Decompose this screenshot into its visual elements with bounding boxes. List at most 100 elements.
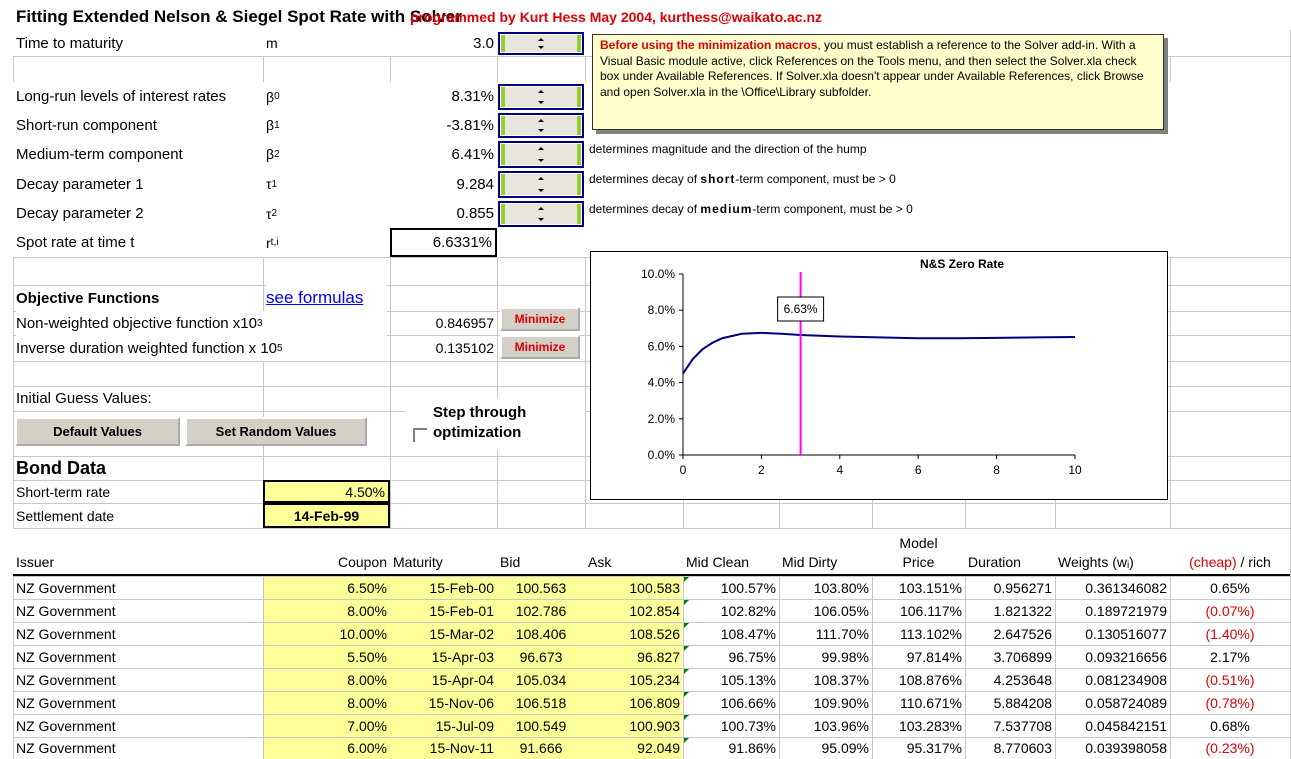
spinner-button (501, 35, 581, 52)
label-sup: 3 (256, 317, 263, 329)
cell: 8.31% (451, 88, 494, 105)
cell: 100.57% (720, 579, 776, 596)
cell: 0.956271 (993, 579, 1052, 596)
cell: NZ Government (16, 625, 116, 642)
cell: (0.78%) (1205, 694, 1255, 711)
x-tick-label: 0 (680, 463, 687, 477)
series-line (682, 331, 1076, 375)
cell-flag (684, 738, 689, 743)
cell: NZ Government (16, 579, 116, 596)
textbox-body: , you must establish a reference to the … (600, 38, 1144, 99)
grid-line (13, 576, 1290, 577)
cell: 15-Nov-06 (428, 694, 494, 711)
cell-flag (684, 646, 689, 651)
cell: Settlement date (16, 507, 115, 524)
grid-line (13, 645, 1290, 646)
spinner[interactable] (498, 201, 584, 227)
symbol-sub: 1 (274, 119, 280, 131)
grid-line (390, 30, 391, 759)
label-sup: 5 (277, 342, 283, 354)
cell: 108.37% (813, 671, 869, 688)
cell-flag (684, 669, 689, 674)
yellow-cells (264, 600, 682, 622)
spinner[interactable] (498, 84, 584, 110)
y-tick-label: 8.0% (648, 303, 676, 317)
cell: 108.526 (629, 625, 680, 642)
byline: programmed by Kurt Hess May 2004, kurthe… (410, 9, 823, 25)
header-part: / rich (1236, 554, 1271, 570)
cell: 15-Nov-11 (429, 740, 494, 756)
spinner[interactable] (498, 113, 584, 138)
grid-line (1170, 30, 1171, 759)
cell: 106.66% (720, 694, 776, 711)
cell: 106.809 (629, 694, 680, 711)
cell: 2.647526 (993, 625, 1052, 642)
cell: 0.189721979 (1085, 602, 1167, 619)
cell: 108.876% (898, 671, 962, 688)
cell: 6.50% (347, 579, 387, 596)
cell: 100.583 (629, 579, 680, 596)
spinner-down (538, 159, 544, 162)
cell: see formulas (266, 285, 387, 311)
header-bg (13, 529, 1290, 575)
chart-title: N&S Zero Rate (920, 257, 1004, 271)
grid-line (585, 30, 586, 759)
spinner-up (538, 177, 544, 180)
yellow-cells (264, 692, 682, 714)
cell: Long-run levels of interest rates (16, 88, 227, 105)
guess-button[interactable]: Set Random Values (185, 417, 367, 446)
cell: (0.07%) (1205, 602, 1255, 619)
title-bg (13, 5, 1170, 29)
cell: 103.283% (898, 717, 962, 734)
y-tick-label: 4.0% (648, 376, 676, 390)
cell: 96.827 (637, 648, 680, 665)
minimize-button[interactable]: Minimize (500, 335, 580, 359)
cell: 6.6331% (390, 228, 497, 257)
cell: 1.821322 (993, 602, 1052, 619)
cell: 105.034 (515, 671, 567, 688)
cell: 100.903 (629, 717, 680, 734)
y-tick-label: 2.0% (648, 412, 676, 426)
x-tick-label: 4 (836, 463, 843, 477)
symbol-sub: t,i (270, 237, 279, 248)
yellow-cells (264, 646, 682, 668)
guess-button[interactable]: Default Values (15, 417, 180, 446)
cell: 102.786 (515, 602, 567, 619)
cell: 3.0 (473, 34, 494, 52)
spinner-down (538, 189, 544, 192)
cell: r t,i (266, 228, 387, 257)
cell: 100.549 (515, 717, 567, 734)
cell: 0.039398058 (1085, 740, 1167, 756)
grid-line (263, 30, 264, 759)
yellow-cells (264, 623, 682, 645)
header-cell: Coupon (337, 554, 387, 570)
y-tick-label: 6.0% (648, 339, 676, 353)
step-bg (405, 398, 585, 450)
cell: NZ Government (16, 694, 116, 711)
minimize-button[interactable]: Minimize (500, 307, 580, 331)
symbol: m (266, 35, 278, 51)
cell: 15-Jul-09 (435, 717, 494, 734)
spinner[interactable] (498, 32, 584, 55)
header-cell: Issuer (16, 554, 55, 570)
grid-line (13, 691, 1290, 692)
cell: 99.98% (821, 648, 869, 665)
cell: Short-term rate (16, 483, 111, 500)
spinner[interactable] (498, 141, 584, 168)
x-tick-label: 2 (758, 463, 765, 477)
cell: NZ Government (16, 671, 116, 688)
textbox-lead: Before using the minimization macros (600, 38, 818, 52)
cell-flag (684, 692, 689, 697)
y-tick-label: 0.0% (648, 448, 676, 462)
checkbox[interactable] (413, 428, 427, 442)
label: Inverse duration weighted function x 10 (16, 339, 277, 357)
cell: 96.75% (728, 648, 776, 665)
cell: 6.41% (451, 145, 494, 163)
spinner[interactable] (498, 171, 584, 198)
cell: m (266, 30, 387, 56)
grid-line (13, 30, 14, 759)
cell: 113.102% (899, 625, 962, 642)
